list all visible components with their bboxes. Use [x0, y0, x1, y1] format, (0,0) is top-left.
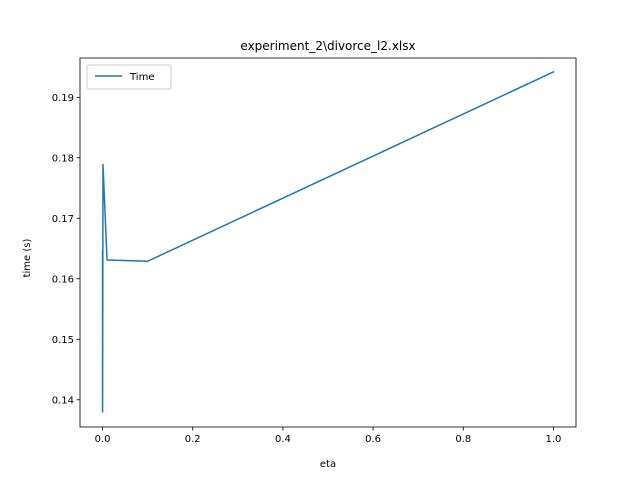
x-axis-label: eta	[320, 459, 336, 470]
axes-frame	[79, 57, 577, 428]
y-tick-label: 0.14	[52, 395, 74, 406]
legend-entry-time: Time	[129, 72, 154, 83]
x-tick-label: 0.4	[275, 434, 291, 445]
y-tick-label: 0.16	[52, 274, 74, 285]
y-tick-label: 0.18	[52, 153, 74, 164]
series-line-time	[101, 70, 555, 413]
y-tick-label: 0.17	[52, 214, 74, 225]
chart-title: experiment_2\divorce_l2.xlsx	[240, 39, 415, 53]
x-tick-label: 0.2	[185, 434, 201, 445]
y-tick-label: 0.19	[52, 93, 74, 104]
x-tick-label: 0.8	[455, 434, 471, 445]
y-tick-label: 0.15	[52, 335, 74, 346]
x-tick-label: 0.6	[365, 434, 381, 445]
legend-box	[86, 64, 172, 90]
axes: 0.0 0.2 0.4 0.6 0.8 1.0 0.14 0.15 0.16 0.17 0.18 0.…	[52, 57, 577, 445]
x-tick-label: 1.0	[546, 434, 562, 445]
x-tick-label: 0.0	[95, 434, 111, 445]
y-axis-label: time (s)	[22, 239, 33, 278]
legend: Time	[86, 64, 172, 90]
plot-area	[101, 70, 555, 413]
